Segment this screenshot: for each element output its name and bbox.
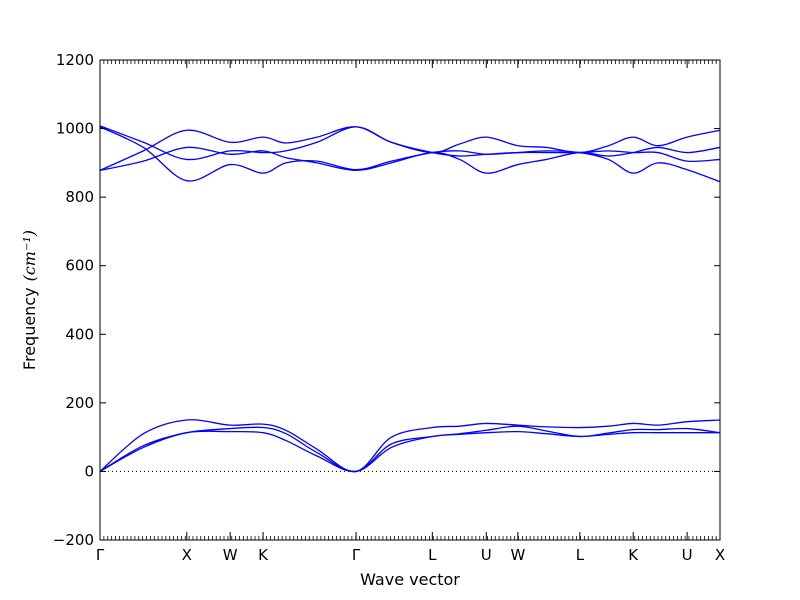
x-tick-label: L xyxy=(428,546,437,564)
y-tick-label: 800 xyxy=(65,188,94,206)
x-tick-label: K xyxy=(258,546,269,564)
x-tick-label: Γ xyxy=(96,546,105,564)
phonon-branch-7 xyxy=(99,146,721,174)
phonon-branch-5 xyxy=(99,126,721,183)
x-tick-label: Γ xyxy=(352,546,361,564)
y-tick-label: 1000 xyxy=(56,120,94,138)
series-layer xyxy=(99,125,721,473)
y-axis-unit: (cm⁻¹) xyxy=(20,230,39,281)
phonon-branch-3 xyxy=(99,419,721,473)
x-axis-title: Wave vector xyxy=(360,570,460,589)
y-axis-title-text: Frequency xyxy=(20,287,39,370)
y-tick-label: 1200 xyxy=(56,51,94,69)
y-tick-label: −200 xyxy=(53,531,94,549)
plot-frame xyxy=(99,59,721,541)
y-tick-label: 600 xyxy=(65,257,94,275)
y-tick-label: 200 xyxy=(65,394,94,412)
y-tick-label: 400 xyxy=(65,325,94,343)
x-tick-label: X xyxy=(182,546,192,564)
x-tick-label: W xyxy=(510,546,525,564)
phonon-branch-6 xyxy=(99,126,721,171)
x-tick-label: U xyxy=(481,546,492,564)
x-tick-label: L xyxy=(576,546,585,564)
y-tick-label: 0 xyxy=(84,462,94,480)
x-tick-label: K xyxy=(628,546,639,564)
y-axis-title: Frequency (cm⁻¹) xyxy=(20,230,39,370)
phonon-branch-2 xyxy=(99,425,721,473)
x-tick-label: W xyxy=(223,546,238,564)
x-tick-label: U xyxy=(682,546,693,564)
x-tick-label: X xyxy=(715,546,725,564)
y-ticks: −200 0 200 400 600 800 1000 1200 xyxy=(53,51,720,549)
